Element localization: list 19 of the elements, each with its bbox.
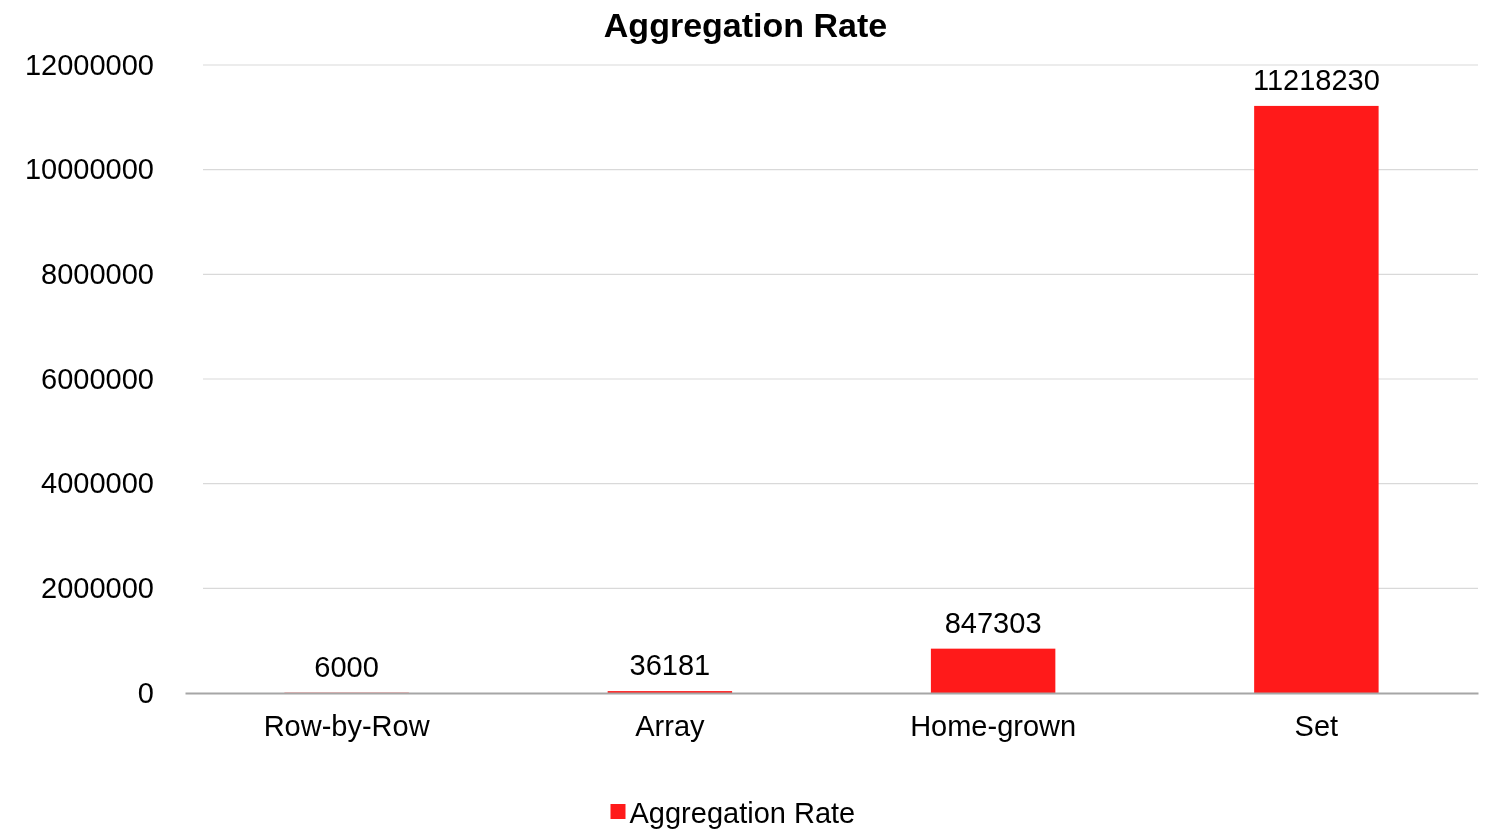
y-tick-label: 4000000	[41, 467, 154, 500]
bar	[930, 648, 1056, 693]
x-tick-label: Home-grown	[910, 709, 1077, 742]
y-tick-label: 10000000	[24, 153, 154, 186]
y-tick-label: 2000000	[41, 572, 154, 605]
data-label: 36181	[629, 649, 711, 682]
y-tick-label: 6000000	[41, 362, 154, 395]
y-tick-label: 0	[137, 676, 154, 709]
data-label: 847303	[944, 606, 1042, 639]
x-tick-label: Array	[635, 709, 706, 742]
bar	[1254, 105, 1379, 693]
y-tick-label: 12000000	[24, 48, 154, 81]
x-tick-label: Row-by-Row	[263, 709, 431, 742]
chart-title: Aggregation Rate	[603, 6, 888, 44]
legend-label: Aggregation Rate	[629, 797, 856, 829]
y-tick-label: 8000000	[41, 258, 154, 291]
x-tick-label: Set	[1294, 709, 1339, 742]
data-label: 6000	[314, 650, 379, 683]
data-label: 11218230	[1252, 63, 1380, 96]
